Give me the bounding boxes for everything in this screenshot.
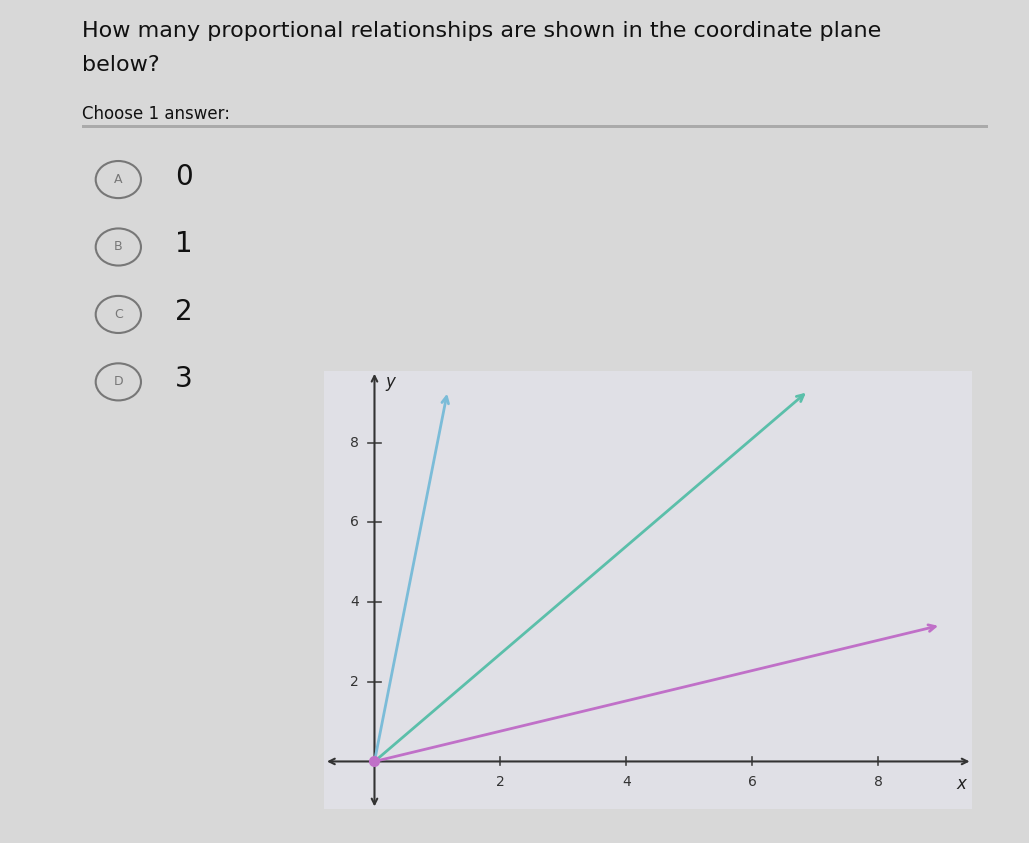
Text: 6: 6 bbox=[350, 515, 359, 529]
Text: How many proportional relationships are shown in the coordinate plane: How many proportional relationships are … bbox=[82, 21, 882, 41]
Text: 3: 3 bbox=[175, 365, 192, 394]
Text: 1: 1 bbox=[175, 230, 192, 259]
Text: D: D bbox=[113, 375, 123, 389]
Text: y: y bbox=[386, 373, 396, 391]
Text: 6: 6 bbox=[748, 776, 756, 789]
Text: 8: 8 bbox=[874, 776, 883, 789]
Text: 4: 4 bbox=[622, 776, 631, 789]
Text: 4: 4 bbox=[350, 595, 359, 609]
Text: below?: below? bbox=[82, 55, 159, 75]
Text: B: B bbox=[114, 240, 122, 254]
Text: 2: 2 bbox=[496, 776, 505, 789]
Text: 2: 2 bbox=[350, 674, 359, 689]
Text: x: x bbox=[956, 776, 966, 793]
Text: C: C bbox=[114, 308, 122, 321]
Text: 8: 8 bbox=[350, 436, 359, 449]
Text: A: A bbox=[114, 173, 122, 186]
Text: 2: 2 bbox=[175, 298, 192, 326]
Text: Choose 1 answer:: Choose 1 answer: bbox=[82, 105, 230, 123]
Text: 0: 0 bbox=[175, 163, 192, 191]
